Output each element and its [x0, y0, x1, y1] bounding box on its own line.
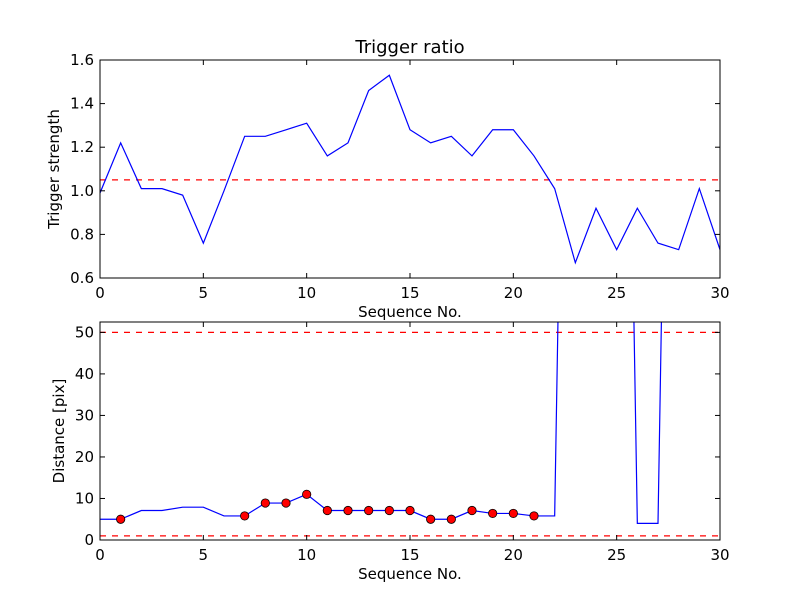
data-point-marker	[467, 505, 477, 516]
y-tick-label: 30	[75, 406, 94, 424]
data-point-marker	[426, 514, 436, 524]
x-tick-label: 5	[199, 284, 209, 302]
x-tick-label: 20	[504, 284, 523, 302]
bottom-ticks: 0 5 10 15 20 25 30 0 10 20 30 40 50	[75, 322, 730, 564]
data-point-marker	[364, 505, 374, 516]
x-tick-label: 0	[95, 546, 105, 564]
data-point-marker	[240, 511, 250, 521]
data-point-marker	[260, 498, 270, 508]
data-point-marker	[322, 505, 332, 516]
bottom-plot-area	[100, 322, 720, 537]
x-tick-label: 5	[199, 546, 209, 564]
x-tick-label: 25	[607, 284, 626, 302]
top-chart: Trigger ratio 0 5 10 15 20 25 30 0.6 0.8 1.0 1.2 1.…	[45, 37, 730, 321]
top-ticks: 0 5 10 15 20 25 30 0.6 0.8 1.0 1.2 1.4 1.6	[70, 51, 729, 302]
data-point-marker	[405, 505, 415, 516]
y-tick-label: 50	[75, 323, 94, 341]
data-point-marker	[116, 514, 126, 524]
data-point-marker	[446, 514, 456, 524]
y-tick-label: 1.6	[70, 51, 94, 69]
chart-title: Trigger ratio	[354, 37, 464, 58]
top-axes-frame	[99, 59, 721, 279]
data-point-marker	[302, 489, 312, 499]
series-line	[100, 74, 720, 265]
top-plot-area	[100, 74, 720, 265]
x-tick-label: 30	[710, 546, 729, 564]
y-tick-label: 1.4	[70, 95, 94, 113]
y-tick-label: 10	[75, 489, 94, 507]
y-tick-label: 1.0	[70, 182, 94, 200]
x-tick-label: 10	[297, 284, 316, 302]
x-tick-label: 15	[400, 284, 419, 302]
top-x-axis-label: Sequence No.	[358, 303, 462, 321]
series-line	[100, 322, 662, 524]
data-point-marker	[384, 505, 394, 516]
x-tick-label: 10	[297, 546, 316, 564]
data-point-marker	[529, 511, 539, 521]
bottom-chart: 0 5 10 15 20 25 30 0 10 20 30 40 50 Sequence No. Dis…	[50, 321, 730, 583]
x-tick-label: 25	[607, 546, 626, 564]
top-y-axis-label: Trigger strength	[45, 109, 63, 230]
data-point-marker	[508, 508, 518, 519]
data-point-marker	[343, 505, 353, 516]
bottom-x-axis-label: Sequence No.	[358, 565, 462, 583]
y-tick-label: 0.6	[70, 269, 94, 287]
y-tick-label: 0	[84, 531, 94, 549]
x-tick-label: 30	[710, 284, 729, 302]
data-point-marker	[281, 498, 291, 508]
x-tick-label: 0	[95, 284, 105, 302]
y-tick-label: 1.2	[70, 138, 94, 156]
x-tick-label: 20	[504, 546, 523, 564]
x-tick-label: 15	[400, 546, 419, 564]
bottom-y-axis-label: Distance [pix]	[50, 379, 68, 484]
y-tick-label: 0.8	[70, 225, 94, 243]
data-point-marker	[488, 508, 498, 519]
y-tick-label: 20	[75, 448, 94, 466]
y-tick-label: 40	[75, 365, 94, 383]
